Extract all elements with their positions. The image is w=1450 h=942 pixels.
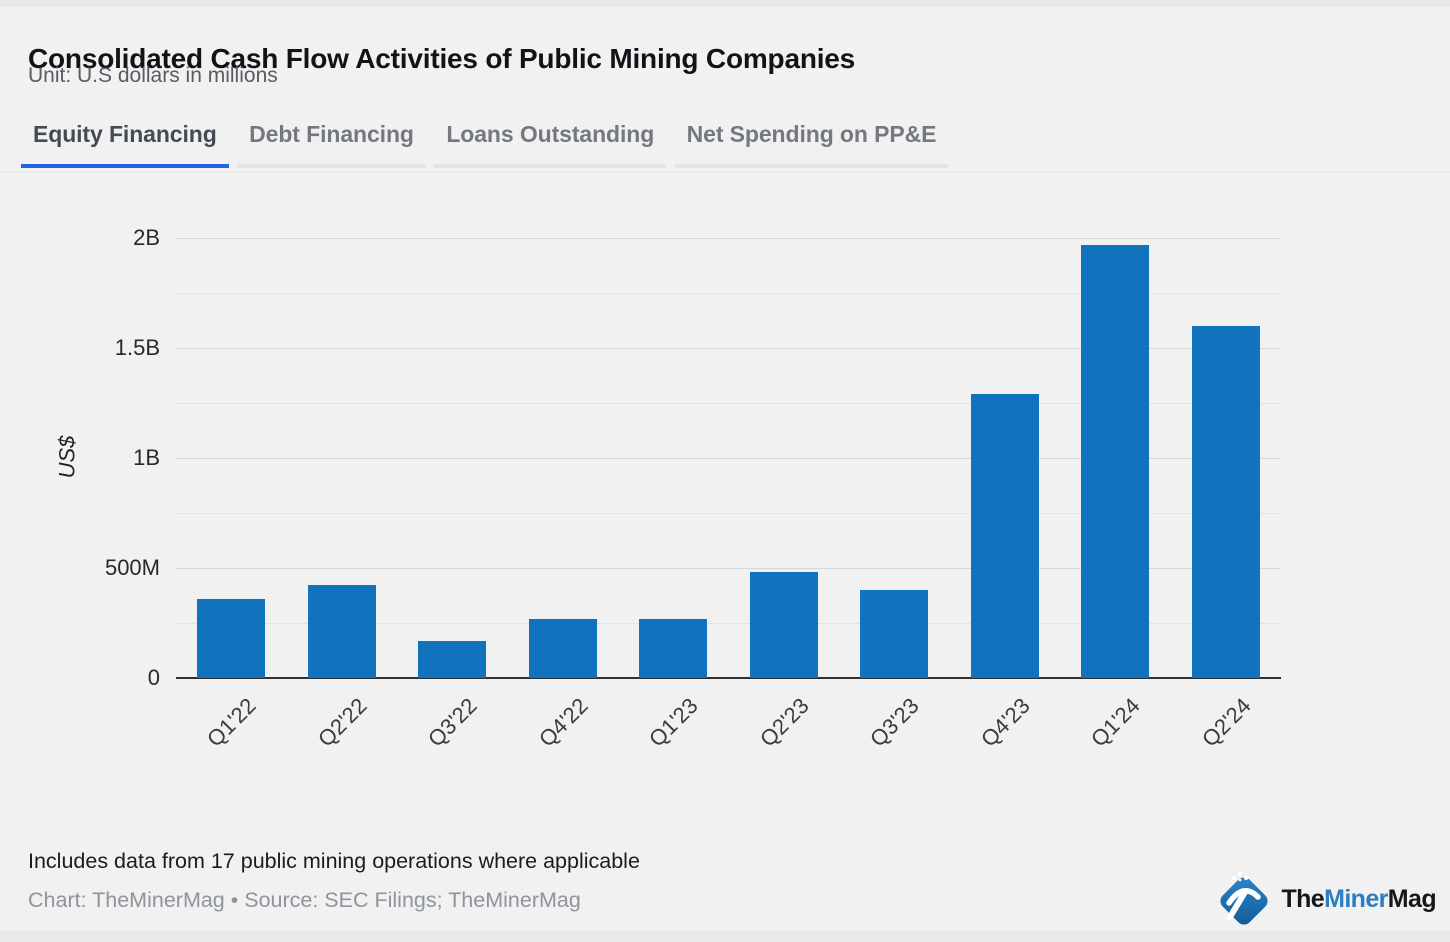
bar-Q3'23[interactable] [860, 590, 929, 678]
x-axis-tick-label: Q2'24 [1196, 693, 1256, 752]
x-axis-tick-label: Q2'22 [312, 693, 372, 752]
page-subtitle: Unit: U.S dollars in millions [28, 64, 278, 87]
pickaxe-icon [1220, 871, 1269, 925]
window-edge-bottom [0, 931, 1450, 942]
tab-bar-divider [0, 171, 1450, 172]
bar-Q1'24[interactable] [1081, 245, 1150, 678]
bar-Q4'23[interactable] [970, 394, 1039, 678]
x-axis-tick-label: Q3'22 [423, 693, 482, 752]
tab-bar: Equity Financing Debt Financing Loans Ou… [21, 121, 952, 168]
x-axis-tick-label: Q4'22 [533, 693, 593, 752]
x-axis-tick-label: Q1'24 [1086, 693, 1145, 752]
bar-Q2'22[interactable] [307, 584, 376, 678]
y-axis-tick-label: 500M [104, 555, 160, 580]
footnote: Includes data from 17 public mining oper… [28, 849, 640, 873]
logo-wordmark: TheMinerMag [1281, 885, 1436, 914]
bar-Q2'23[interactable] [749, 571, 818, 678]
x-axis-tick-label: Q3'23 [865, 693, 924, 752]
source-credit: Chart: TheMinerMag • Source: SEC Filings… [28, 888, 581, 912]
bar-Q4'22[interactable] [528, 618, 597, 678]
page-title: Consolidated Cash Flow Activities of Pub… [28, 42, 856, 74]
x-axis-tick-label: Q4'23 [975, 693, 1035, 752]
y-axis-tick-label: 1.5B [114, 335, 160, 360]
tab-loans-outstanding[interactable]: Loans Outstanding [434, 121, 667, 168]
tab-debt-financing[interactable]: Debt Financing [237, 121, 426, 168]
y-axis-tick-label: 1B [133, 445, 160, 470]
y-axis-title: US$ [54, 435, 80, 479]
logo-word-miner: Miner [1324, 884, 1388, 913]
tab-net-spending-ppe[interactable]: Net Spending on PP&E [674, 121, 949, 168]
window-edge-top [0, 0, 1450, 7]
bar-Q3'22[interactable] [418, 641, 487, 678]
logo-word-mag: Mag [1387, 884, 1437, 913]
x-axis-tick-label: Q2'23 [754, 693, 814, 752]
y-axis-tick-label: 0 [147, 665, 160, 690]
gridline [176, 238, 1281, 239]
theminermag-logo[interactable]: TheMinerMag [1211, 866, 1437, 932]
x-axis-tick-label: Q1'23 [644, 693, 703, 752]
bar-Q2'24[interactable] [1191, 325, 1260, 678]
y-axis-tick-label: 2B [133, 225, 160, 250]
x-axis-tick-label: Q1'22 [202, 693, 261, 752]
bar-Q1'23[interactable] [639, 619, 708, 678]
bar-Q1'22[interactable] [197, 599, 266, 678]
logo-word-the: The [1281, 884, 1325, 913]
tab-equity-financing[interactable]: Equity Financing [21, 121, 229, 168]
